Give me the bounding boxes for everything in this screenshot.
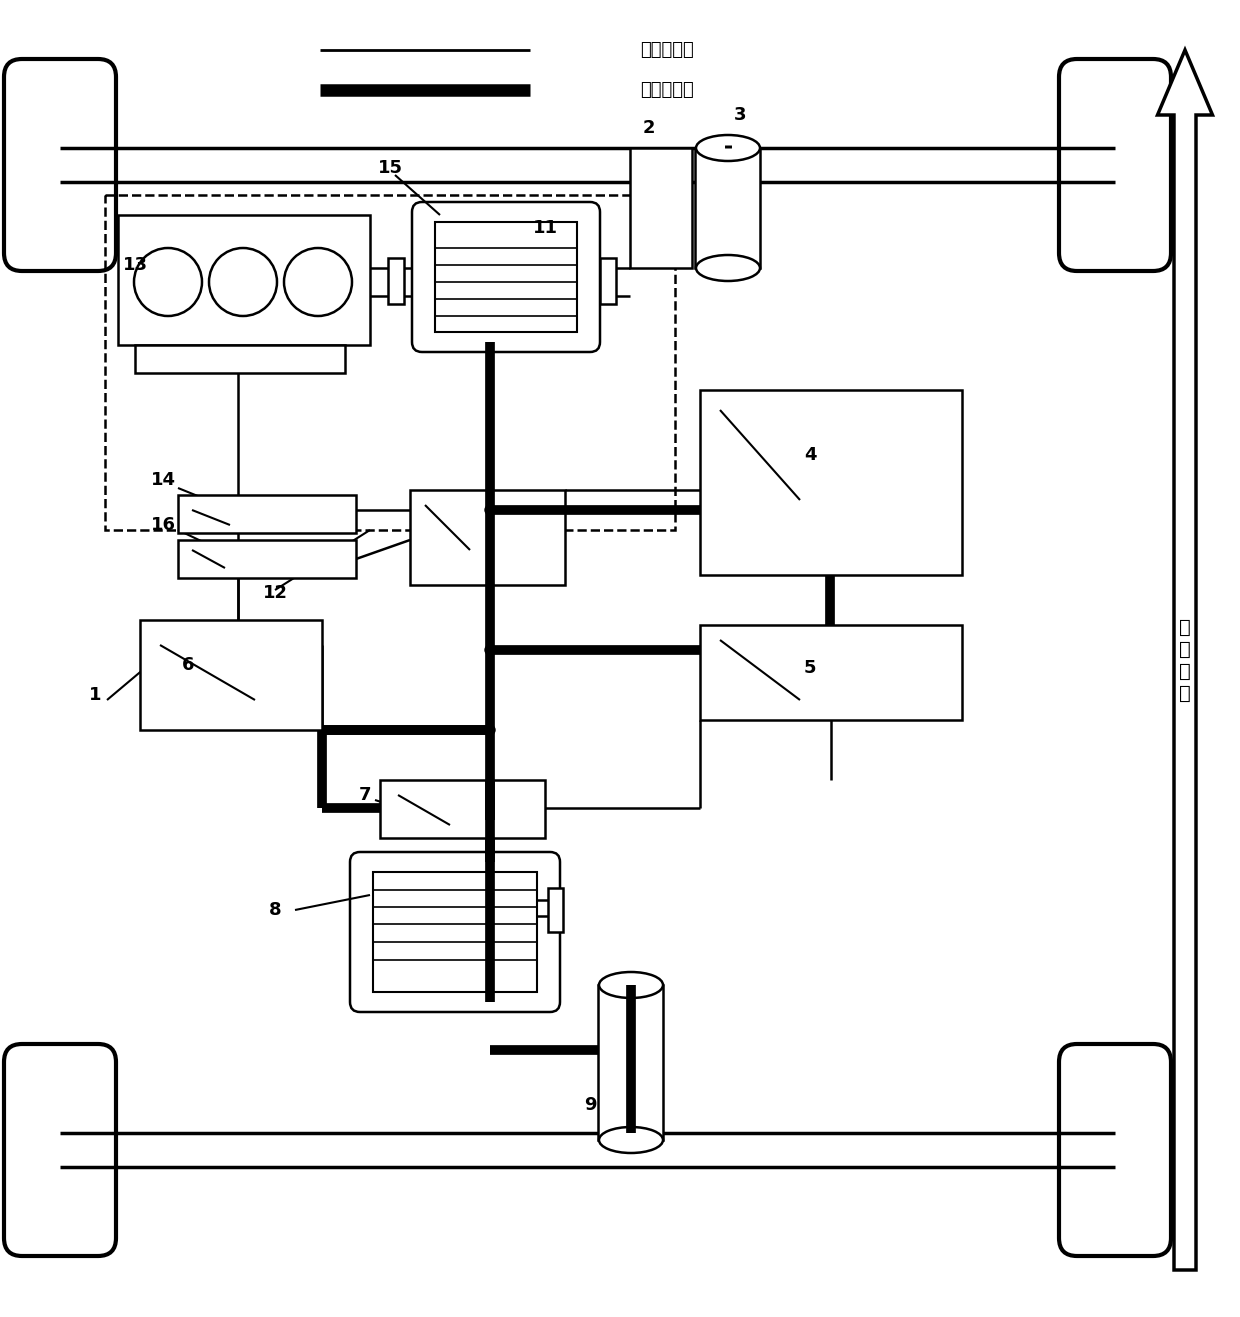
Text: 4: 4 xyxy=(804,446,816,464)
Text: 动力电源线: 动力电源线 xyxy=(640,82,693,99)
Text: 15: 15 xyxy=(377,159,403,176)
Bar xyxy=(694,148,760,267)
Text: 6: 6 xyxy=(182,656,195,674)
Text: 13: 13 xyxy=(123,255,148,274)
Bar xyxy=(630,148,692,267)
Text: 12: 12 xyxy=(263,583,288,602)
Bar xyxy=(388,258,404,304)
Bar xyxy=(435,223,577,332)
Bar xyxy=(140,620,322,730)
Text: 14: 14 xyxy=(150,471,176,489)
FancyArrow shape xyxy=(1157,50,1213,1270)
Ellipse shape xyxy=(696,136,760,161)
Bar xyxy=(118,215,370,345)
Text: 11: 11 xyxy=(532,219,558,237)
Bar xyxy=(373,872,537,992)
Text: 8: 8 xyxy=(269,901,281,919)
Ellipse shape xyxy=(599,1127,663,1152)
FancyBboxPatch shape xyxy=(4,59,117,271)
Bar xyxy=(548,888,563,932)
FancyBboxPatch shape xyxy=(1059,59,1171,271)
Bar xyxy=(379,780,546,838)
Ellipse shape xyxy=(696,255,760,281)
Bar xyxy=(701,390,962,576)
Bar xyxy=(598,985,663,1141)
FancyBboxPatch shape xyxy=(4,1044,117,1256)
Text: 7: 7 xyxy=(358,786,371,803)
Bar xyxy=(600,258,616,304)
FancyBboxPatch shape xyxy=(412,202,600,352)
Bar xyxy=(410,490,565,585)
Circle shape xyxy=(485,724,495,735)
Text: 5: 5 xyxy=(804,658,816,677)
Bar xyxy=(179,495,356,533)
Bar xyxy=(179,540,356,578)
Text: 16: 16 xyxy=(150,516,176,533)
Text: 1: 1 xyxy=(89,686,102,705)
Bar xyxy=(701,626,962,720)
Circle shape xyxy=(485,504,495,515)
FancyBboxPatch shape xyxy=(1059,1044,1171,1256)
Text: 2: 2 xyxy=(642,119,655,137)
FancyBboxPatch shape xyxy=(350,852,560,1011)
Text: 控制信号线: 控制信号线 xyxy=(640,41,693,59)
Text: 3: 3 xyxy=(734,105,746,124)
Bar xyxy=(105,195,675,529)
Circle shape xyxy=(485,645,495,655)
Text: 车
头
方
向: 车 头 方 向 xyxy=(1179,618,1190,702)
Text: 9: 9 xyxy=(584,1096,596,1114)
Bar xyxy=(135,345,345,373)
Ellipse shape xyxy=(599,972,663,998)
